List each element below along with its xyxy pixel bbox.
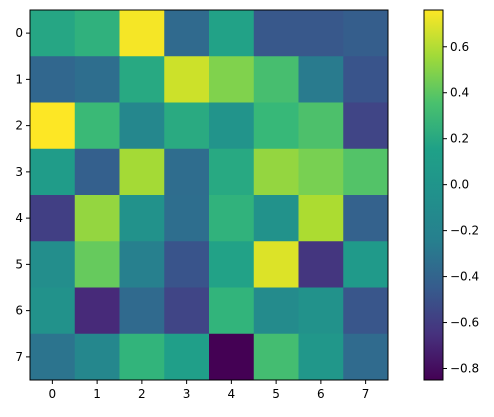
heatmap-cell-r6-c7 [343, 287, 389, 335]
heatmap-cell-r5-c3 [164, 241, 210, 288]
x-tick-label: 3 [183, 387, 191, 401]
heatmap-cell-r0-c3 [164, 10, 210, 57]
heatmap-cell-r0-c2 [119, 10, 165, 57]
y-tick-label: 5 [15, 257, 23, 271]
y-tick-label: 1 [15, 72, 23, 86]
heatmap-cell-r3-c2 [119, 148, 165, 196]
heatmap-cell-r1-c3 [164, 56, 210, 103]
heatmap-cell-r2-c2 [119, 102, 165, 150]
heatmap-cell-r6-c5 [253, 287, 299, 335]
heatmap-cell-r1-c4 [209, 56, 255, 103]
heatmap-cell-r1-c5 [253, 56, 299, 103]
y-tick-label: 4 [15, 211, 23, 225]
heatmap-cell-r7-c7 [343, 333, 389, 381]
heatmap-cell-r0-c5 [253, 10, 299, 57]
heatmap-cell-r0-c4 [209, 10, 255, 57]
heatmap-cell-r7-c1 [74, 333, 120, 381]
heatmap-cell-r1-c6 [298, 56, 344, 103]
y-tick-label: 0 [15, 26, 23, 40]
x-tick-label: 4 [228, 387, 236, 401]
colorbar-tick-label: 0.6 [450, 40, 469, 54]
y-tick-label: 6 [15, 304, 23, 318]
heatmap-cell-r2-c1 [74, 102, 120, 150]
heatmap-frame [29, 9, 389, 381]
heatmap-cell-r4-c5 [253, 195, 299, 242]
heatmap-cell-r4-c0 [30, 195, 76, 242]
colorbar-axis: −0.8 −0.6 −0.4 −0.2 0.0 0.2 0.4 0.6 [443, 40, 479, 376]
colorbar-tick-label: 0.4 [450, 86, 469, 100]
heatmap-cell-r6-c3 [164, 287, 210, 335]
heatmap-cell-r3-c5 [253, 148, 299, 196]
heatmap-cell-r4-c7 [343, 195, 389, 242]
heatmap-cell-r0-c7 [343, 10, 389, 57]
heatmap-cell-r7-c6 [298, 333, 344, 381]
y-axis: 0 1 2 3 4 5 6 7 [15, 26, 30, 364]
heatmap-cell-r6-c1 [74, 287, 120, 335]
x-axis: 0 1 2 3 4 5 6 7 [49, 380, 370, 401]
colorbar-tick-label: 0.0 [450, 178, 469, 192]
heatmap-cell-r6-c6 [298, 287, 344, 335]
heatmap-cell-r5-c4 [209, 241, 255, 288]
heatmap-cell-r1-c0 [30, 56, 76, 103]
heatmap-cell-r3-c0 [30, 148, 76, 196]
y-tick-label: 3 [15, 165, 23, 179]
colorbar-tick-label: −0.4 [450, 270, 479, 284]
y-tick-label: 2 [15, 119, 23, 133]
x-tick-label: 0 [49, 387, 57, 401]
heatmap-cell-r5-c5 [253, 241, 299, 288]
colorbar-tick-label: 0.2 [450, 132, 469, 146]
heatmap-cell-r1-c1 [74, 56, 120, 103]
heatmap-cell-r2-c3 [164, 102, 210, 150]
heatmap-cell-r2-c4 [209, 102, 255, 150]
x-tick-label: 1 [93, 387, 101, 401]
heatmap-cell-r3-c4 [209, 148, 255, 196]
heatmap-cell-r4-c4 [209, 195, 255, 242]
heatmap-cell-r2-c6 [298, 102, 344, 150]
heatmap-cell-r6-c0 [30, 287, 76, 335]
heatmap-cell-r4-c2 [119, 195, 165, 242]
y-tick-label: 7 [15, 350, 23, 364]
colorbar-tick-label: −0.2 [450, 224, 479, 238]
heatmap-cell-r4-c3 [164, 195, 210, 242]
heatmap-cell-r0-c1 [74, 10, 120, 57]
x-tick-label: 7 [362, 387, 370, 401]
heatmap-cell-r5-c6 [298, 241, 344, 288]
heatmap-cell-r3-c1 [74, 148, 120, 196]
heatmap-cell-r1-c7 [343, 56, 389, 103]
heatmap-cell-r4-c6 [298, 195, 344, 242]
heatmap-cells [30, 10, 389, 381]
heatmap-cell-r6-c2 [119, 287, 165, 335]
heatmap-cell-r3-c6 [298, 148, 344, 196]
heatmap-cell-r7-c5 [253, 333, 299, 381]
heatmap-cell-r7-c0 [30, 333, 76, 381]
heatmap-cell-r7-c3 [164, 333, 210, 381]
heatmap-cell-r2-c5 [253, 102, 299, 150]
x-tick-label: 5 [272, 387, 280, 401]
heatmap-cell-r0-c6 [298, 10, 344, 57]
heatmap-cell-r4-c1 [74, 195, 120, 242]
heatmap-cell-r5-c0 [30, 241, 76, 288]
heatmap-cell-r2-c0 [30, 102, 76, 150]
heatmap-cell-r3-c3 [164, 148, 210, 196]
colorbar-tick-label: −0.6 [450, 316, 479, 330]
heatmap-cell-r7-c4 [209, 333, 255, 381]
x-tick-label: 2 [138, 387, 146, 401]
heatmap-cell-r7-c2 [119, 333, 165, 381]
heatmap-cell-r0-c0 [30, 10, 76, 57]
heatmap-cell-r1-c2 [119, 56, 165, 103]
colorbar [423, 9, 444, 381]
heatmap-cell-r5-c7 [343, 241, 389, 288]
heatmap-cell-r5-c1 [74, 241, 120, 288]
heatmap-cell-r5-c2 [119, 241, 165, 288]
x-tick-label: 6 [317, 387, 325, 401]
heatmap-cell-r2-c7 [343, 102, 389, 150]
colorbar-tick-label: −0.8 [450, 362, 479, 376]
heatmap-cell-r6-c4 [209, 287, 255, 335]
heatmap-cell-r3-c7 [343, 148, 389, 196]
